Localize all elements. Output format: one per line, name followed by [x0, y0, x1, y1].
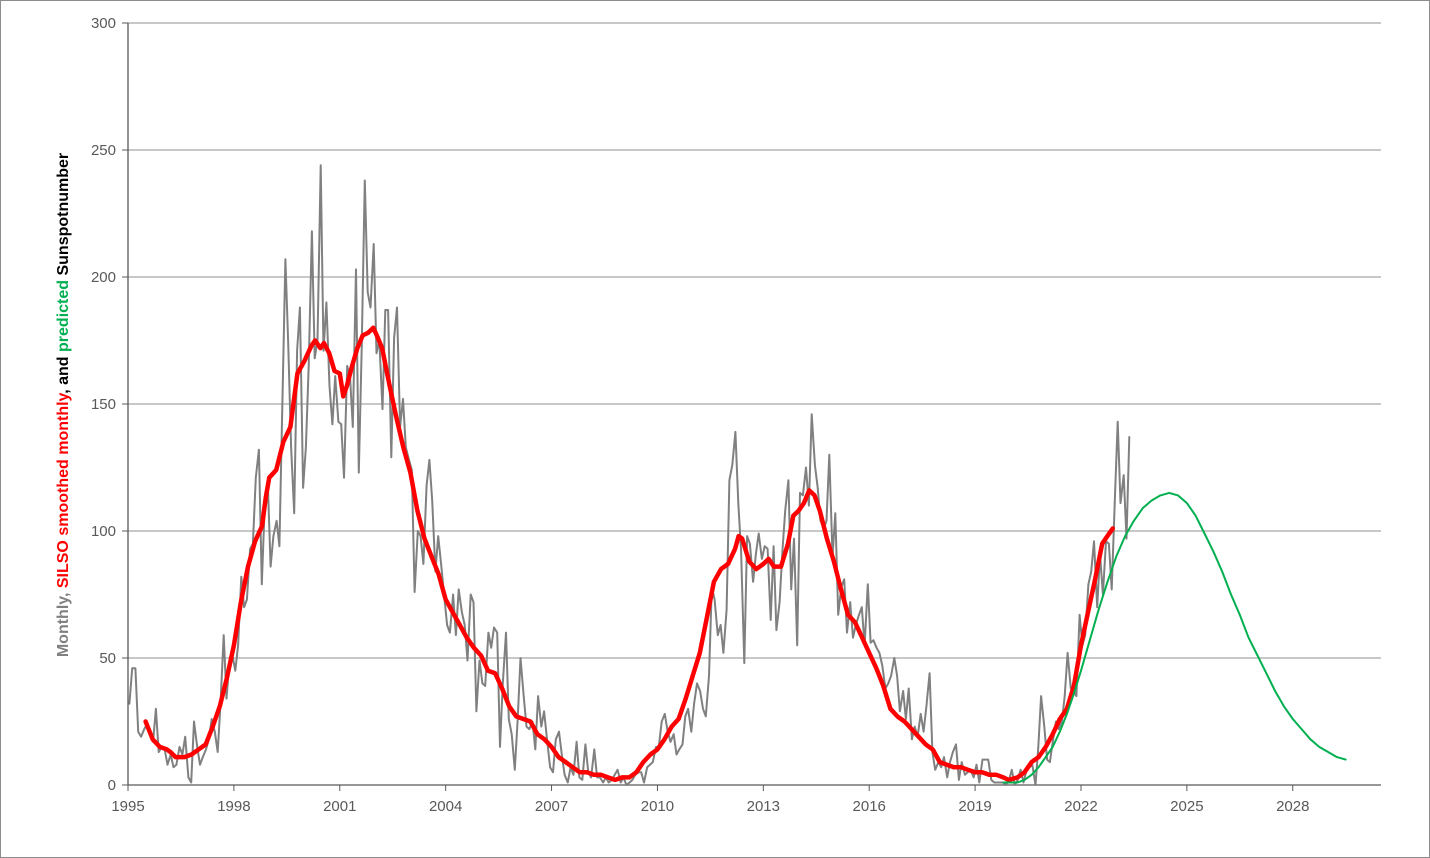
- y-tick-label-100: 100: [91, 523, 116, 540]
- y-tick-label-150: 150: [91, 396, 116, 413]
- y-tick-label-0: 0: [108, 777, 116, 794]
- x-tick-label-2001: 2001: [323, 798, 356, 815]
- x-tick-label-2013: 2013: [747, 798, 780, 815]
- y-axis-label-part-3: predicted: [55, 280, 72, 352]
- x-tick-label-1998: 1998: [217, 798, 250, 815]
- y-tick-label-50: 50: [99, 650, 116, 667]
- series-lines: [128, 164, 1347, 786]
- x-tick-label-2022: 2022: [1064, 798, 1097, 815]
- x-tick-label-2025: 2025: [1170, 798, 1203, 815]
- y-axis-label-part-1: SILSO smoothed monthly: [55, 392, 72, 588]
- axes: [122, 22, 1381, 791]
- y-axis-label-part-2: , and: [55, 352, 72, 394]
- x-tick-label-2028: 2028: [1276, 798, 1309, 815]
- x-tick-label-2007: 2007: [535, 798, 568, 815]
- series-line-monthly: [128, 164, 1131, 786]
- y-tick-label-300: 300: [91, 15, 116, 32]
- series-line-silso-smoothed-monthly: [143, 325, 1116, 783]
- x-tick-label-2010: 2010: [641, 798, 674, 815]
- y-axis-label-part-0: Monthly,: [55, 588, 72, 657]
- x-tick-label-2004: 2004: [429, 798, 462, 815]
- x-tick-label-1995: 1995: [111, 798, 144, 815]
- y-tick-labels: 0 50 100 150 200 250 300: [91, 15, 116, 794]
- y-tick-label-250: 250: [91, 142, 116, 159]
- x-tick-labels: 1995 1998 2001 2004 2007 2010 2013 2016 2019 2022…: [111, 798, 1309, 815]
- y-tick-label-200: 200: [91, 269, 116, 286]
- y-axis-label-part-4: Sunspotnumber: [55, 153, 72, 280]
- y-axis-label: Monthly, SILSO smoothed monthly, and pre…: [55, 153, 72, 657]
- x-tick-label-2019: 2019: [958, 798, 991, 815]
- series-line-predicted: [1002, 491, 1347, 784]
- x-tick-label-2016: 2016: [853, 798, 886, 815]
